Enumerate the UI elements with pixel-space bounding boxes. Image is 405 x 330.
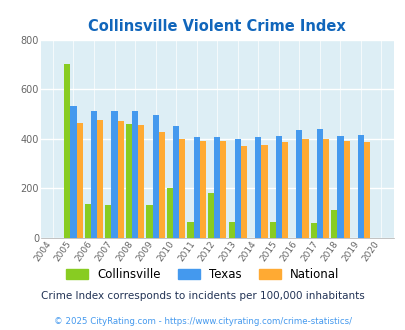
Bar [234,139,240,238]
Bar [91,112,97,238]
Bar [255,137,261,238]
Bar [357,135,363,238]
Bar [281,142,288,238]
Bar [302,139,308,238]
Bar [166,188,173,238]
Bar [322,139,328,238]
Bar [363,142,369,238]
Bar [126,124,132,238]
Bar [187,221,193,238]
Bar [138,125,144,238]
Bar [316,129,322,238]
Bar [70,106,77,238]
Bar [173,126,179,238]
Legend: Collinsville, Texas, National: Collinsville, Texas, National [62,263,343,286]
Title: Collinsville Violent Crime Index: Collinsville Violent Crime Index [88,19,345,34]
Bar [132,112,138,238]
Bar [269,221,275,238]
Bar [220,141,226,238]
Bar [207,193,213,238]
Bar [275,136,281,238]
Bar [261,145,267,238]
Bar [310,223,316,238]
Bar [343,141,349,238]
Bar [337,136,343,238]
Text: © 2025 CityRating.com - https://www.cityrating.com/crime-statistics/: © 2025 CityRating.com - https://www.city… [54,317,351,326]
Bar [117,121,124,238]
Bar [97,120,103,238]
Text: Crime Index corresponds to incidents per 100,000 inhabitants: Crime Index corresponds to incidents per… [41,291,364,301]
Bar [105,205,111,238]
Bar [330,211,337,238]
Bar [228,221,234,238]
Bar [193,137,199,238]
Bar [152,115,158,238]
Bar [85,204,91,238]
Bar [158,132,164,238]
Bar [77,122,83,238]
Bar [64,64,70,238]
Bar [240,146,246,238]
Bar [111,112,117,238]
Bar [296,130,302,238]
Bar [146,205,152,238]
Bar [213,137,220,238]
Bar [179,139,185,238]
Bar [199,141,205,238]
